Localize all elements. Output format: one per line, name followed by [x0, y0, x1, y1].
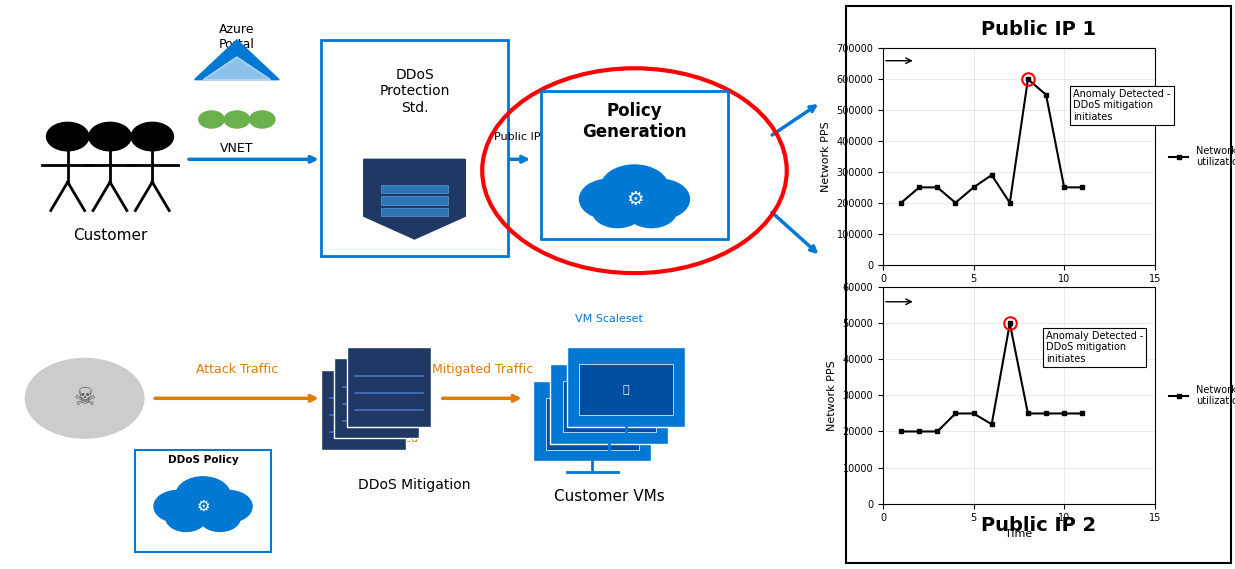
Circle shape: [200, 504, 241, 531]
Text: DDoS Mitigation: DDoS Mitigation: [358, 478, 471, 492]
Text: Anomaly Detected -
DDoS mitigation
initiates: Anomaly Detected - DDoS mitigation initi…: [1046, 331, 1144, 364]
Circle shape: [249, 111, 275, 128]
Text: ☠: ☠: [73, 386, 96, 410]
Text: Azure
Portal: Azure Portal: [219, 23, 254, 51]
FancyBboxPatch shape: [380, 208, 448, 216]
Circle shape: [593, 193, 643, 228]
Circle shape: [47, 122, 89, 151]
Circle shape: [199, 111, 225, 128]
Text: Public IP 1: Public IP 1: [981, 20, 1097, 39]
X-axis label: Time: Time: [1005, 529, 1032, 539]
Text: VM Scaleset: VM Scaleset: [576, 314, 643, 324]
Circle shape: [165, 504, 206, 531]
FancyBboxPatch shape: [534, 381, 651, 461]
Text: Attack Traffic: Attack Traffic: [196, 362, 278, 376]
Circle shape: [26, 358, 143, 438]
FancyBboxPatch shape: [321, 370, 406, 450]
Circle shape: [626, 193, 677, 228]
Text: ⬜: ⬜: [606, 402, 613, 412]
FancyBboxPatch shape: [550, 364, 668, 444]
Circle shape: [154, 490, 201, 522]
Polygon shape: [195, 40, 279, 80]
Text: VNET: VNET: [220, 142, 253, 155]
Circle shape: [600, 165, 668, 211]
Circle shape: [89, 122, 131, 151]
FancyBboxPatch shape: [541, 91, 727, 239]
Text: Customer: Customer: [73, 228, 147, 242]
Circle shape: [630, 179, 689, 219]
Circle shape: [175, 477, 230, 513]
Text: ⚙: ⚙: [196, 499, 210, 514]
Y-axis label: Network PPS: Network PPS: [821, 121, 831, 192]
FancyBboxPatch shape: [321, 40, 508, 256]
FancyBboxPatch shape: [579, 364, 673, 415]
Y-axis label: Network PPS: Network PPS: [827, 360, 837, 431]
Circle shape: [205, 490, 252, 522]
X-axis label: Time: Time: [1005, 290, 1032, 300]
FancyBboxPatch shape: [546, 398, 638, 450]
FancyBboxPatch shape: [335, 358, 419, 438]
Text: ⚙: ⚙: [626, 189, 643, 209]
Polygon shape: [364, 159, 466, 239]
Text: Mitigated Traffic: Mitigated Traffic: [431, 362, 532, 376]
FancyBboxPatch shape: [567, 347, 685, 427]
Text: ⬜: ⬜: [622, 385, 630, 395]
Text: DDoS Policy: DDoS Policy: [168, 455, 238, 465]
Text: Customer VMs: Customer VMs: [553, 489, 664, 504]
Text: Public IPs: Public IPs: [494, 132, 546, 142]
Text: ⬜: ⬜: [589, 419, 595, 429]
Legend: Network
utilization: Network utilization: [1165, 142, 1235, 171]
Text: DDoS
Protection
Std.: DDoS Protection Std.: [379, 68, 450, 115]
Text: Anomaly Detected -
DDoS mitigation
initiates: Anomaly Detected - DDoS mitigation initi…: [1073, 89, 1171, 122]
Circle shape: [225, 111, 249, 128]
Circle shape: [579, 179, 638, 219]
FancyBboxPatch shape: [347, 347, 431, 427]
FancyBboxPatch shape: [563, 381, 656, 432]
FancyBboxPatch shape: [380, 196, 448, 205]
Polygon shape: [203, 57, 270, 80]
Text: Policy
Generation: Policy Generation: [582, 102, 687, 141]
FancyBboxPatch shape: [380, 185, 448, 193]
Circle shape: [131, 122, 173, 151]
Text: Anomaly Detected: Anomaly Detected: [321, 434, 419, 444]
FancyBboxPatch shape: [136, 450, 270, 552]
Text: Public IP 2: Public IP 2: [981, 516, 1097, 535]
FancyBboxPatch shape: [846, 6, 1231, 563]
Legend: Network
utilization: Network utilization: [1165, 381, 1235, 410]
